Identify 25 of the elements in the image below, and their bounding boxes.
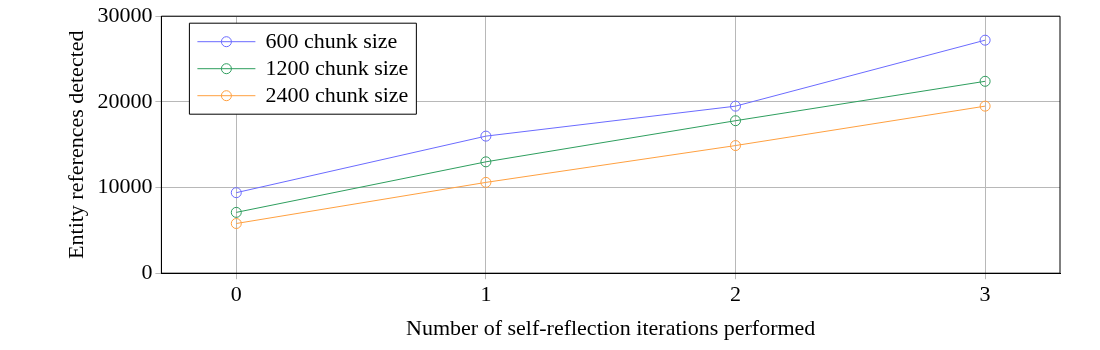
point [979, 34, 991, 46]
x-tick-label: 0 [230, 281, 242, 307]
point [230, 187, 242, 199]
x-tick-label: 3 [979, 281, 991, 307]
point [730, 115, 742, 127]
point [480, 176, 492, 188]
point [230, 206, 242, 218]
legend-label: 600 chunk size [265, 28, 398, 54]
legend-label: 1200 chunk size [265, 55, 409, 81]
y-axis-title: Entity references detected [62, 30, 88, 259]
point [979, 75, 991, 87]
x-axis-title: Number of self-reflection iterations performed [406, 314, 816, 340]
x-tick-label: 2 [730, 281, 742, 307]
point [979, 100, 991, 112]
legend-label: 2400 chunk size [265, 82, 409, 108]
point [480, 156, 492, 168]
y-tick-label: 20000 [97, 87, 153, 113]
y-tick-label: 30000 [97, 1, 153, 27]
point [730, 100, 742, 112]
y-tick-label: 10000 [97, 173, 153, 199]
point [730, 140, 742, 152]
y-tick-label: 0 [141, 258, 153, 284]
x-tick-label: 1 [480, 281, 492, 307]
point [480, 130, 492, 142]
point [230, 218, 242, 230]
